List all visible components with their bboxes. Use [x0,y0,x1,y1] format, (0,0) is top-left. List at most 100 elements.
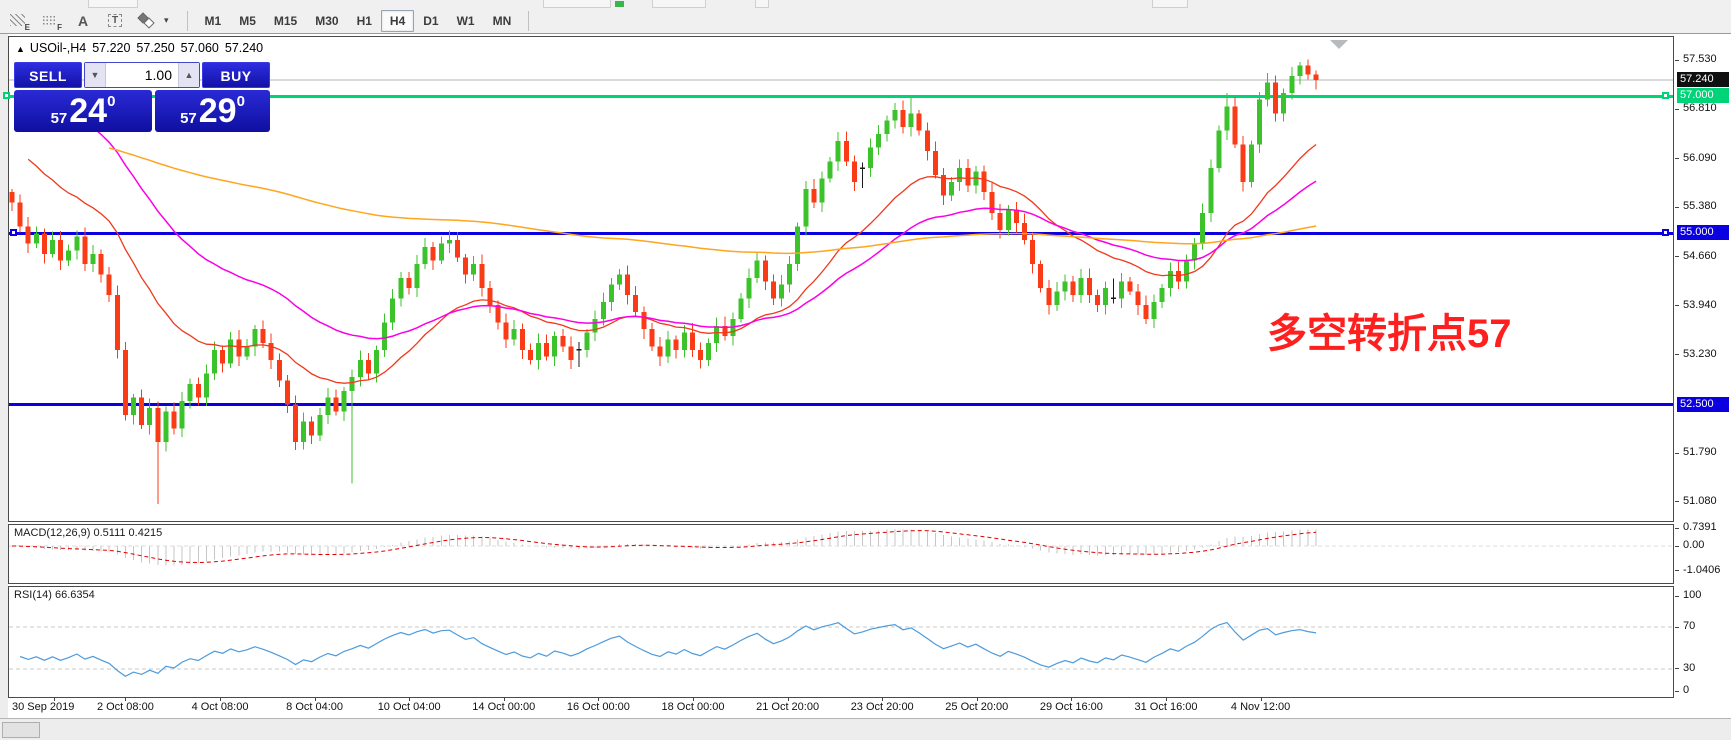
dot-grid-f-icon[interactable]: F [40,12,62,32]
sell-button[interactable]: SELL [14,62,82,88]
price-tick-mark [1675,158,1679,160]
objects-dropdown-caret-icon[interactable]: ▾ [164,15,169,25]
rsi-tick-mark [1675,626,1679,628]
volume-increase-button[interactable]: ▲ [178,63,199,87]
timeframe-button-h4[interactable]: H4 [380,9,415,32]
toolbar-separator [528,10,530,31]
clipped-toolbar-fragment [543,0,611,8]
volume-stepper: ▼ ▲ [84,62,200,88]
line-anchor-handle[interactable] [1662,92,1669,100]
rsi-tick-mark [1675,668,1679,670]
rsi-line [19,621,1317,678]
crosshatch-pattern-e-icon[interactable]: E [8,12,30,32]
price-tick-mark [1675,256,1679,258]
drawing-tools-group: E F A T ▾ [8,11,169,32]
clipped-toolbar-fragment [652,0,706,8]
symbol-period: USOil-,H4 [29,41,87,55]
buy-button[interactable]: BUY [202,62,270,88]
sub-letter: E [24,22,30,32]
line-anchor-handle[interactable] [10,229,17,237]
line-anchor-handle[interactable] [3,92,10,100]
sell-price-main: 24 [69,92,108,130]
timeframe-button-d1[interactable]: D1 [423,13,439,28]
rsi-tick-mark [1675,595,1679,597]
ma-slow-orange [109,147,1317,255]
timeframe-button-m1[interactable]: M1 [204,13,222,28]
rsi-panel-canvas[interactable] [8,586,1675,698]
price-panel-border [8,36,1674,522]
price-tick-label: 51.080 [1683,494,1717,507]
price-tick-label: 51.790 [1683,446,1717,459]
timeframe-button-m30[interactable]: M30 [315,13,339,28]
objects-arrange-icon[interactable] [136,11,158,30]
price-chart-canvas[interactable] [8,36,1675,522]
chart-text-annotation[interactable]: 多空转折点57 [1267,312,1512,356]
timeframe-button-h1[interactable]: H1 [356,13,372,28]
macd-tick-label: -1.0406 [1683,563,1721,576]
window-bottom-edge [0,718,1731,740]
time-tick-mark [693,698,694,701]
timeframe-button-m15[interactable]: M15 [273,13,298,28]
time-tick-mark [125,698,127,701]
time-tick-label: 4 Nov 12:00 [1230,701,1291,713]
hatch-glyph [10,13,25,26]
text-box-t-icon[interactable]: T [104,12,126,30]
macd-panel-canvas[interactable] [8,524,1675,584]
macd-tick-label: 0.7391 [1683,521,1717,534]
buy-price-display[interactable]: 57 29 0 [155,90,270,132]
timeframe-button-m5[interactable]: M5 [239,13,256,28]
rsi-tick-label: 0 [1683,684,1690,696]
rsi-tick-label: 100 [1683,589,1702,601]
sell-price-display[interactable]: 57 24 0 [14,90,152,132]
price-tick-mark [1675,108,1679,110]
price-tick-mark [1675,452,1679,454]
time-tick-label: 25 Oct 20:00 [945,701,1009,713]
ohlc-high: 57.250 [136,41,175,55]
volume-decrease-button[interactable]: ▼ [85,63,106,87]
time-tick-label: 30 Sep 2019 [12,701,75,713]
time-tick-mark [787,698,789,701]
ma-mid-magenta [92,126,1317,340]
time-tick-mark [1166,698,1167,701]
sell-price-prefix: 57 [50,110,68,127]
macd-tick-mark [1675,545,1679,547]
time-tick-mark [314,698,316,701]
chart-shift-marker-icon[interactable] [1330,40,1348,49]
clipped-green-icon [615,1,624,7]
clipped-toolbar-fragment [1152,0,1188,8]
rsi-tick-label: 70 [1683,620,1696,633]
buy-price-main: 29 [198,92,237,130]
price-tick-mark [1675,206,1679,208]
ohlc-low: 57.060 [180,41,219,55]
time-tick-mark [409,698,411,701]
price-badge-55.000: 55.000 [1677,225,1729,241]
text-label-a-icon[interactable]: A [72,12,94,30]
time-tick-label: 16 Oct 00:00 [566,701,630,713]
ohlc-close: 57.240 [224,41,264,55]
time-tick-label: 2 Oct 08:00 [96,701,154,713]
macd-indicator-label: MACD(12,26,9) 0.5111 0.4215 [14,527,163,539]
price-tick-mark [1675,354,1679,356]
timeframe-group: M1 M5 M15 M30 H1 H4 D1 W1 MN [196,9,521,32]
macd-panel-border [8,524,1674,584]
time-tick-label: 10 Oct 04:00 [377,701,441,713]
time-tick-mark [503,698,505,701]
price-tick-label: 54.660 [1683,249,1717,262]
timeframe-button-mn[interactable]: MN [492,13,512,28]
buy-price-prefix: 57 [180,110,197,127]
price-badge-57.000: 57.000 [1677,88,1729,104]
rsi-indicator-label: RSI(14) 66.6354 [14,589,95,601]
timeframe-button-w1[interactable]: W1 [456,13,475,28]
time-tick-label: 31 Oct 16:00 [1134,701,1198,713]
time-tick-mark [1071,698,1073,701]
buy-price-sup: 0 [236,93,245,110]
time-tick-label: 8 Oct 04:00 [286,701,344,713]
candles [9,59,1319,504]
clipped-toolbar-fragment [88,0,138,8]
price-tick-label: 56.090 [1683,151,1717,164]
line-anchor-handle[interactable] [1662,229,1669,237]
volume-input[interactable] [106,63,178,87]
clipped-toolbar-fragment [755,0,769,8]
price-tick-label: 57.530 [1683,53,1717,65]
